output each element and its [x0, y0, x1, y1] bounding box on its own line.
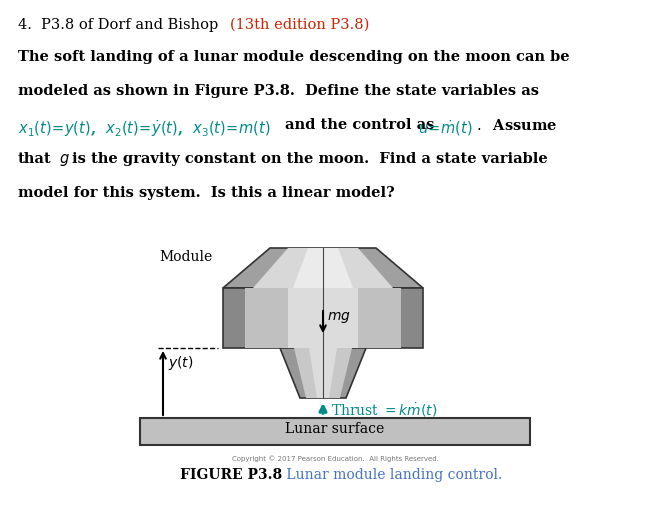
Text: that: that — [18, 152, 52, 166]
Text: and the control as: and the control as — [285, 118, 434, 132]
Text: The soft landing of a lunar module descending on the moon can be: The soft landing of a lunar module desce… — [18, 50, 569, 64]
Text: Thrust $= k\dot{m}(t)$: Thrust $= k\dot{m}(t)$ — [331, 401, 438, 419]
Bar — [140, 418, 530, 445]
Polygon shape — [309, 348, 337, 398]
Polygon shape — [294, 348, 352, 398]
Text: $mg$: $mg$ — [327, 310, 351, 325]
Text: FIGURE P3.8: FIGURE P3.8 — [180, 468, 282, 482]
Text: Module: Module — [160, 250, 213, 264]
Bar — [223, 288, 423, 348]
Text: Lunar surface: Lunar surface — [285, 422, 385, 436]
Text: $x_1(t)\!=\!y(t)$,  $x_2(t)\!=\!\dot{y}(t)$,  $x_3(t)\!=\!m(t)$: $x_1(t)\!=\!y(t)$, $x_2(t)\!=\!\dot{y}(t… — [18, 118, 270, 139]
Text: modeled as shown in Figure P3.8.  Define the state variables as: modeled as shown in Figure P3.8. Define … — [18, 84, 539, 98]
Text: is the gravity constant on the moon.  Find a state variable: is the gravity constant on the moon. Fin… — [72, 152, 547, 166]
Text: $y(t)$: $y(t)$ — [168, 354, 194, 372]
Text: $u\!=\!\dot{m}(t)$: $u\!=\!\dot{m}(t)$ — [418, 118, 473, 138]
Text: 4.  P3.8 of Dorf and Bishop: 4. P3.8 of Dorf and Bishop — [18, 18, 223, 32]
Text: Copyright © 2017 Pearson Education.  All Rights Reserved.: Copyright © 2017 Pearson Education. All … — [232, 455, 438, 462]
Text: $g$: $g$ — [59, 152, 70, 168]
Polygon shape — [293, 248, 353, 288]
Bar — [245, 288, 401, 348]
Text: $.\ \ $Assume: $.\ \ $Assume — [476, 118, 557, 133]
Text: model for this system.  Is this a linear model?: model for this system. Is this a linear … — [18, 186, 395, 200]
Polygon shape — [223, 248, 423, 288]
Polygon shape — [280, 348, 366, 398]
Text: Lunar module landing control.: Lunar module landing control. — [282, 468, 502, 482]
Bar — [288, 288, 358, 348]
Text: (13th edition P3.8): (13th edition P3.8) — [230, 18, 370, 32]
Polygon shape — [253, 248, 393, 288]
